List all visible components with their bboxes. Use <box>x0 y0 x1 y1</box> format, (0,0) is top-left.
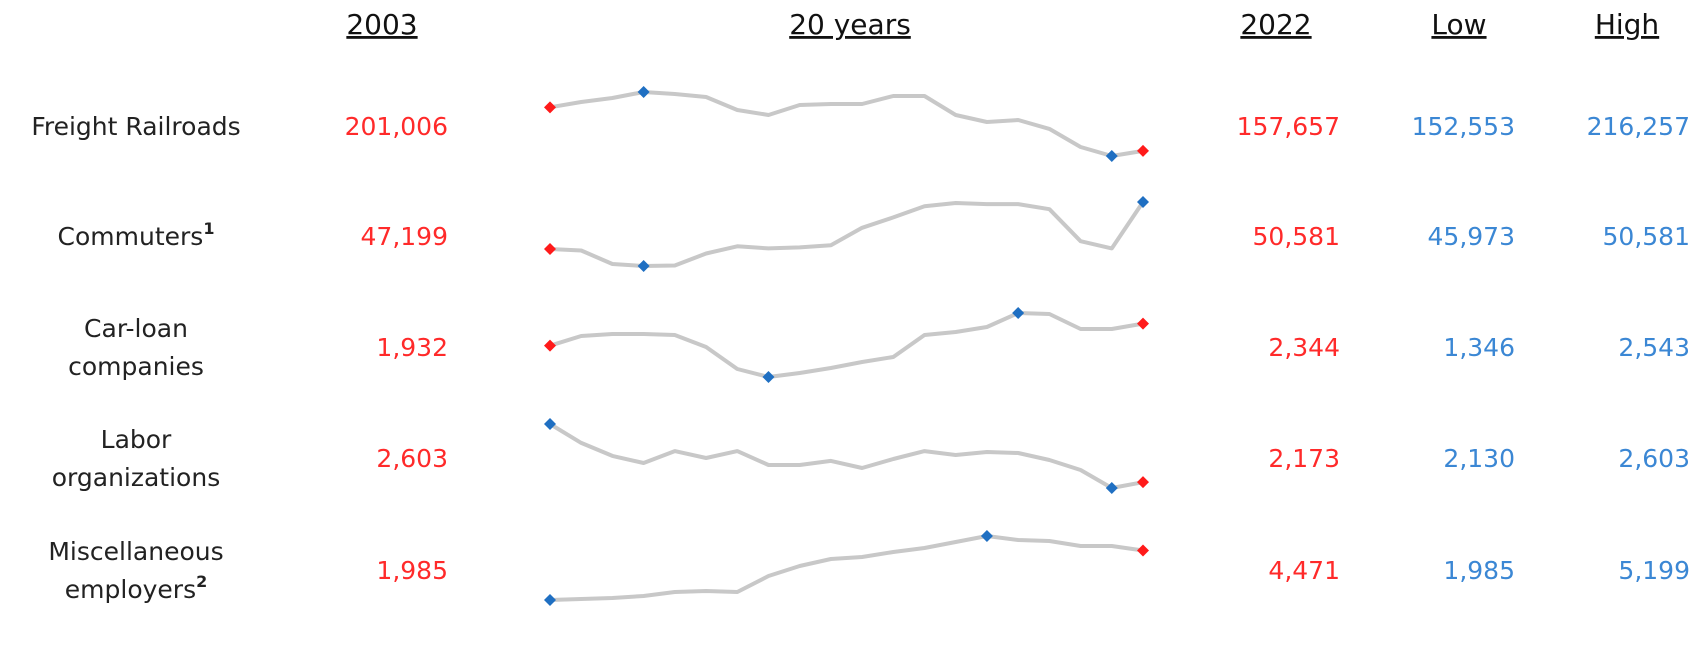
header: 2022 <box>1240 8 1311 41</box>
sparkline-marker <box>1105 150 1118 162</box>
low-value: 1,346 <box>1443 333 1515 362</box>
start-value: 201,006 <box>345 112 448 141</box>
sparkline-marker <box>980 530 993 542</box>
low-value: 1,985 <box>1443 556 1515 585</box>
row-label-text: Car-loan <box>84 314 188 343</box>
sparkline <box>549 534 1144 602</box>
row-label-text: organizations <box>52 463 220 492</box>
sparkline-marker <box>762 371 775 383</box>
end-value: 2,344 <box>1268 333 1340 362</box>
low-value: 152,553 <box>1412 112 1515 141</box>
row-label-text: companies <box>68 352 204 381</box>
sparkline <box>549 90 1144 158</box>
high-value: 2,603 <box>1618 444 1690 473</box>
header: 20 years <box>789 8 911 41</box>
sparkline-marker <box>1137 317 1149 330</box>
sparkline-marker <box>1137 196 1149 208</box>
high-value: 5,199 <box>1618 556 1690 585</box>
sparkline <box>549 311 1144 379</box>
sparkline-marker <box>544 594 556 606</box>
high-value: 2,543 <box>1618 333 1690 362</box>
sparkline-marker <box>637 86 650 98</box>
row-label-text: Commuters <box>58 222 204 251</box>
row-label: Miscellaneous <box>48 537 223 566</box>
row-label: employers2 <box>65 572 207 605</box>
row-label: Commuters1 <box>58 219 215 252</box>
sparkline-marker <box>544 242 556 255</box>
row-label: organizations <box>52 463 220 492</box>
sparkline <box>549 200 1145 268</box>
row-label: Freight Railroads <box>31 112 240 141</box>
row-label: Labor <box>101 425 172 454</box>
row-label: Car-loan <box>84 314 188 343</box>
start-value: 1,985 <box>376 556 448 585</box>
row-label-text: Miscellaneous <box>48 537 223 566</box>
row-label-text: Labor <box>101 425 172 454</box>
end-value: 2,173 <box>1268 444 1340 473</box>
footnote-mark: 2 <box>196 572 207 591</box>
sparkline-marker <box>544 339 556 352</box>
end-value: 50,581 <box>1253 222 1340 251</box>
sparkline-marker <box>1137 476 1149 489</box>
start-value: 47,199 <box>361 222 448 251</box>
sparkline-marker <box>1137 544 1149 557</box>
sparkline-marker <box>1137 144 1149 157</box>
header: Low <box>1431 8 1486 41</box>
header: 2003 <box>346 8 417 41</box>
row-label-text: employers <box>65 575 196 604</box>
sparkline-marker <box>1105 482 1118 494</box>
sparkline-marker <box>544 101 556 114</box>
start-value: 2,603 <box>376 444 448 473</box>
high-value: 50,581 <box>1603 222 1690 251</box>
high-value: 216,257 <box>1587 112 1690 141</box>
sparkline <box>548 422 1144 490</box>
row-label-text: Freight Railroads <box>31 112 240 141</box>
end-value: 4,471 <box>1268 556 1340 585</box>
end-value: 157,657 <box>1237 112 1340 141</box>
start-value: 1,932 <box>376 333 448 362</box>
low-value: 45,973 <box>1428 222 1515 251</box>
sparkline-marker <box>637 260 650 272</box>
low-value: 2,130 <box>1443 444 1515 473</box>
sparkline-marker <box>544 418 556 430</box>
header: High <box>1595 8 1659 41</box>
row-label: companies <box>68 352 204 381</box>
sparkline-marker <box>1012 307 1025 319</box>
footnote-mark: 1 <box>203 219 214 238</box>
